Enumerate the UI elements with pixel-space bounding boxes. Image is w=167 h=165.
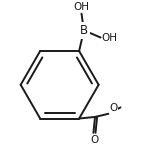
Text: O: O — [90, 135, 99, 145]
Text: O: O — [109, 103, 118, 113]
Text: B: B — [80, 24, 88, 37]
Text: OH: OH — [73, 2, 90, 12]
Text: OH: OH — [101, 33, 117, 43]
